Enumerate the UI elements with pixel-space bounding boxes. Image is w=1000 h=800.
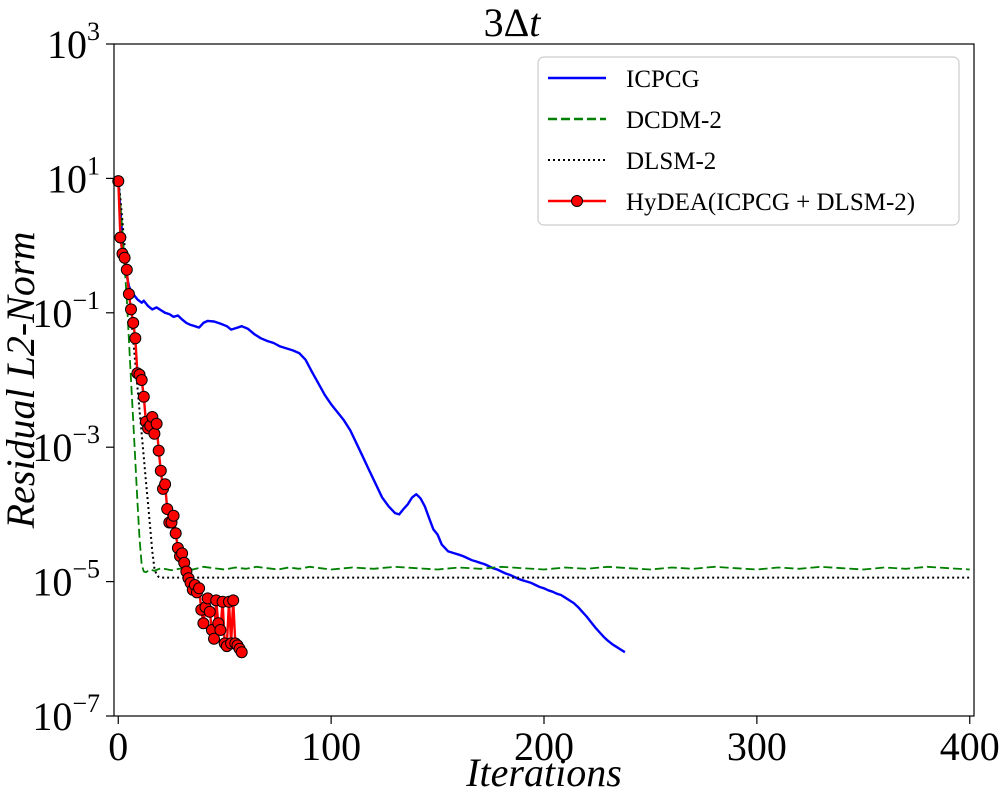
x-tick-label: 400	[940, 724, 1000, 769]
x-tick-label: 0	[108, 724, 128, 769]
data-point-hydea-icpcg-dlsm-2	[127, 316, 140, 329]
legend-item: DCDM-2	[548, 107, 722, 134]
data-point-hydea-icpcg-dlsm-2	[154, 464, 167, 477]
data-point-hydea-icpcg-dlsm-2	[118, 251, 131, 264]
legend-label: HyDEA(ICPCG + DLSM-2)	[626, 189, 915, 216]
legend-label: ICPCG	[626, 66, 700, 93]
data-point-hydea-icpcg-dlsm-2	[148, 427, 161, 440]
y-tick-label: 10−3	[32, 420, 100, 470]
data-point-hydea-icpcg-dlsm-2	[203, 605, 216, 618]
data-point-hydea-icpcg-dlsm-2	[235, 646, 248, 659]
series-line-icpcg	[117, 178, 626, 654]
data-point-hydea-icpcg-dlsm-2	[129, 332, 142, 345]
data-point-hydea-icpcg-dlsm-2	[122, 288, 135, 300]
x-tick-label: 200	[514, 724, 574, 769]
data-point-hydea-icpcg-dlsm-2	[150, 417, 163, 430]
y-axis-label: Residual L2-Norm	[0, 232, 43, 530]
data-point-hydea-icpcg-dlsm-2	[112, 175, 125, 188]
data-point-hydea-icpcg-dlsm-2	[208, 632, 220, 645]
x-tick-label: 300	[727, 724, 787, 769]
y-tick-label: 10−5	[32, 555, 100, 605]
data-point-hydea-icpcg-dlsm-2	[152, 444, 165, 457]
ticks-layer: 0 100 200 300 400 10−7 10−5 10−3 10−1 101 103	[32, 17, 999, 769]
data-point-hydea-icpcg-dlsm-2	[135, 374, 148, 386]
data-point-hydea-icpcg-dlsm-2	[137, 390, 150, 403]
data-point-hydea-icpcg-dlsm-2	[114, 231, 127, 244]
legend-marker	[571, 195, 583, 207]
data-point-hydea-icpcg-dlsm-2	[197, 617, 210, 630]
legend-item: ICPCG	[548, 66, 700, 93]
series-layer	[112, 175, 970, 659]
data-point-hydea-icpcg-dlsm-2	[227, 594, 240, 607]
legend: ICPCG DCDM-2 DLSM-2 HyDEA(ICPCG + DLSM-2)	[537, 56, 960, 226]
y-tick-label: 10−1	[32, 286, 100, 336]
y-tick-label: 101	[47, 151, 100, 201]
data-point-hydea-icpcg-dlsm-2	[169, 527, 182, 540]
data-point-hydea-icpcg-dlsm-2	[120, 263, 133, 276]
legend-item: DLSM-2	[548, 148, 716, 175]
legend-label: DCDM-2	[626, 107, 722, 134]
chart-title: 3Δt	[484, 0, 542, 45]
y-tick-label: 10−7	[32, 689, 100, 739]
x-tick-label: 100	[301, 724, 361, 769]
legend-label: DLSM-2	[626, 148, 716, 175]
data-point-hydea-icpcg-dlsm-2	[193, 582, 206, 595]
legend-box	[537, 56, 960, 226]
legend-item: HyDEA(ICPCG + DLSM-2)	[548, 189, 915, 216]
series-line-dcdm-2	[117, 178, 970, 574]
x-axis-label: Iterations	[465, 750, 622, 795]
data-point-hydea-icpcg-dlsm-2	[125, 303, 137, 316]
data-point-hydea-icpcg-dlsm-2	[214, 624, 227, 636]
data-point-hydea-icpcg-dlsm-2	[167, 509, 180, 522]
data-point-hydea-icpcg-dlsm-2	[159, 478, 172, 491]
y-tick-label: 103	[47, 17, 100, 67]
